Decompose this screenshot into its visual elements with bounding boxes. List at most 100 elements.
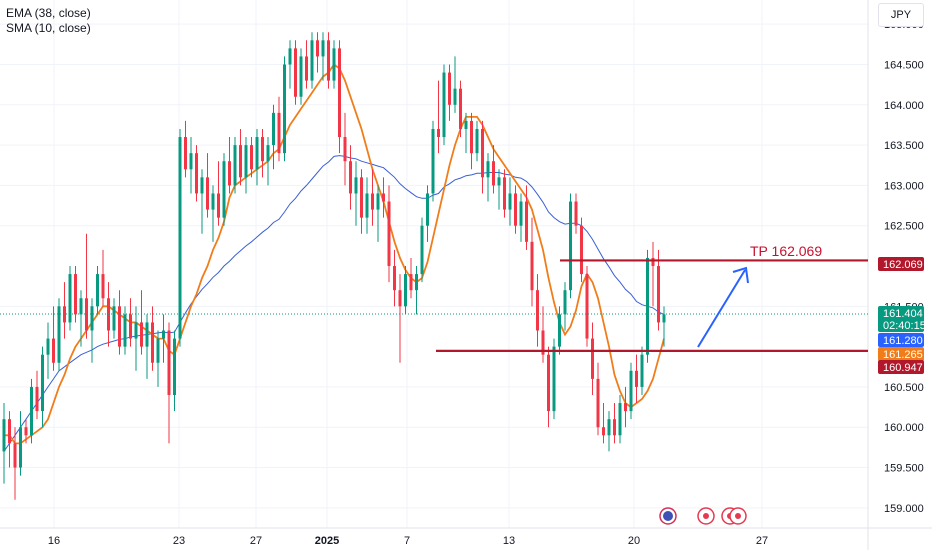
candle[interactable]	[222, 153, 226, 226]
candle[interactable]	[596, 362, 600, 436]
candle[interactable]	[250, 137, 253, 178]
candle[interactable]	[514, 185, 517, 234]
candle[interactable]	[118, 290, 121, 355]
candle[interactable]	[360, 169, 363, 234]
candle[interactable]	[426, 185, 429, 242]
candle[interactable]	[420, 217, 424, 283]
candle[interactable]	[585, 266, 589, 347]
candle[interactable]	[464, 112, 468, 154]
candle[interactable]	[640, 346, 644, 395]
candle[interactable]	[382, 177, 385, 218]
candle[interactable]	[635, 354, 638, 404]
candle[interactable]	[52, 306, 55, 371]
candle[interactable]	[569, 193, 572, 299]
candle[interactable]	[547, 346, 550, 428]
candle[interactable]	[156, 330, 160, 387]
candle[interactable]	[651, 241, 655, 307]
candle[interactable]	[349, 145, 352, 210]
indicator-legend[interactable]: EMA (38, close) SMA (10, close)	[6, 6, 91, 36]
candle[interactable]	[365, 177, 369, 234]
candle[interactable]	[662, 306, 666, 347]
candle[interactable]	[41, 346, 44, 428]
candle[interactable]	[79, 290, 83, 347]
candle[interactable]	[2, 403, 6, 484]
candle[interactable]	[415, 266, 418, 315]
candle[interactable]	[211, 185, 215, 242]
candle[interactable]	[376, 185, 380, 242]
candle[interactable]	[189, 137, 193, 194]
candle[interactable]	[541, 306, 545, 363]
candle[interactable]	[431, 120, 435, 202]
candle[interactable]	[195, 145, 198, 202]
candle[interactable]	[591, 322, 594, 395]
economic-event-icon[interactable]	[697, 507, 715, 525]
candle[interactable]	[129, 298, 132, 347]
candle[interactable]	[536, 274, 539, 347]
candle[interactable]	[217, 161, 220, 226]
candle[interactable]	[272, 104, 275, 170]
candle[interactable]	[255, 128, 259, 186]
candle[interactable]	[486, 153, 490, 202]
candle[interactable]	[530, 217, 534, 307]
candle[interactable]	[140, 290, 143, 355]
candle[interactable]	[657, 249, 660, 331]
candle[interactable]	[519, 193, 523, 242]
candle[interactable]	[387, 185, 391, 283]
candle[interactable]	[338, 40, 341, 154]
candle[interactable]	[299, 48, 303, 105]
candle[interactable]	[178, 128, 182, 347]
sma-legend-label[interactable]: SMA (10, close)	[6, 21, 91, 35]
candle[interactable]	[233, 137, 237, 194]
candle[interactable]	[96, 266, 99, 315]
candle[interactable]	[481, 120, 484, 194]
candle[interactable]	[310, 32, 314, 89]
candle[interactable]	[200, 169, 204, 234]
candle[interactable]	[563, 282, 567, 331]
candle[interactable]	[85, 233, 88, 339]
candle[interactable]	[228, 137, 231, 194]
candle[interactable]	[470, 112, 473, 170]
candle[interactable]	[574, 193, 578, 234]
candle[interactable]	[453, 56, 457, 113]
candle[interactable]	[294, 40, 297, 105]
candle[interactable]	[332, 40, 336, 89]
candle[interactable]	[24, 419, 28, 444]
candle[interactable]	[492, 145, 495, 194]
candle[interactable]	[68, 266, 72, 331]
candle[interactable]	[63, 282, 66, 339]
projection-arrow[interactable]	[697, 269, 746, 348]
candle[interactable]	[167, 322, 171, 444]
candle[interactable]	[277, 96, 281, 162]
candle[interactable]	[404, 266, 407, 315]
candle[interactable]	[244, 137, 248, 194]
candle[interactable]	[173, 330, 176, 412]
candle[interactable]	[145, 314, 149, 379]
candle[interactable]	[371, 169, 374, 226]
candle[interactable]	[409, 257, 413, 299]
candle[interactable]	[475, 120, 479, 162]
candle[interactable]	[354, 161, 358, 226]
candle[interactable]	[184, 120, 187, 178]
candle[interactable]	[8, 411, 11, 468]
candle[interactable]	[305, 40, 308, 89]
candle[interactable]	[19, 411, 22, 476]
candle[interactable]	[90, 298, 94, 363]
candle[interactable]	[134, 306, 138, 371]
ema-legend-label[interactable]: EMA (38, close)	[6, 6, 91, 20]
candle[interactable]	[283, 56, 286, 162]
candle[interactable]	[398, 274, 402, 363]
candle[interactable]	[261, 128, 264, 178]
candle[interactable]	[30, 378, 33, 444]
candle[interactable]	[552, 338, 556, 420]
candle[interactable]	[508, 177, 512, 226]
candle[interactable]	[239, 128, 242, 186]
candle[interactable]	[613, 403, 616, 444]
candle[interactable]	[74, 266, 77, 323]
candle[interactable]	[497, 169, 501, 210]
candle[interactable]	[112, 298, 116, 339]
candle[interactable]	[57, 298, 61, 371]
candle[interactable]	[393, 249, 396, 307]
candle[interactable]	[629, 362, 633, 420]
candle[interactable]	[162, 314, 165, 363]
